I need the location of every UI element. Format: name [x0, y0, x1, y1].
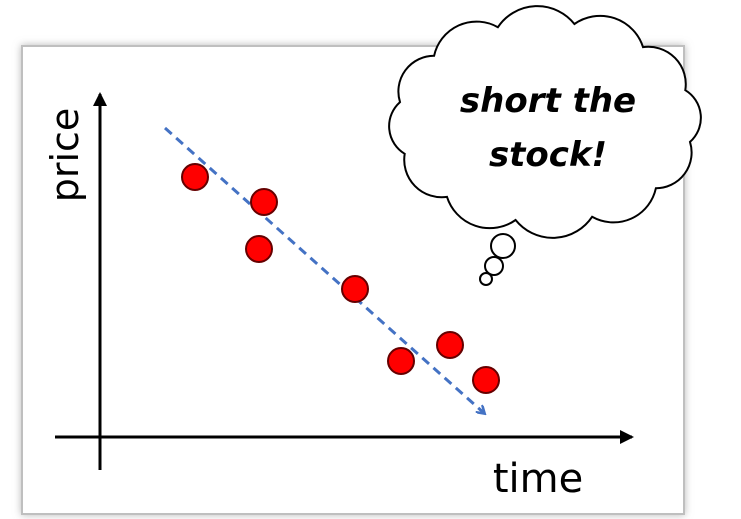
thought-cloud — [388, 5, 702, 239]
thought-bubble — [479, 272, 493, 286]
point — [387, 347, 415, 375]
point — [341, 275, 369, 303]
point — [245, 235, 273, 263]
point — [436, 331, 464, 359]
y-axis-label: price — [43, 108, 87, 203]
thought-bubble — [484, 256, 504, 276]
callout-line: stock! — [489, 135, 607, 175]
callout-line: short the — [460, 81, 636, 121]
point — [472, 366, 500, 394]
x-axis-label: time — [493, 456, 583, 502]
points — [181, 163, 500, 394]
point — [250, 188, 278, 216]
point — [181, 163, 209, 191]
trend-arrow — [164, 126, 484, 413]
thought-bubble — [490, 233, 516, 259]
